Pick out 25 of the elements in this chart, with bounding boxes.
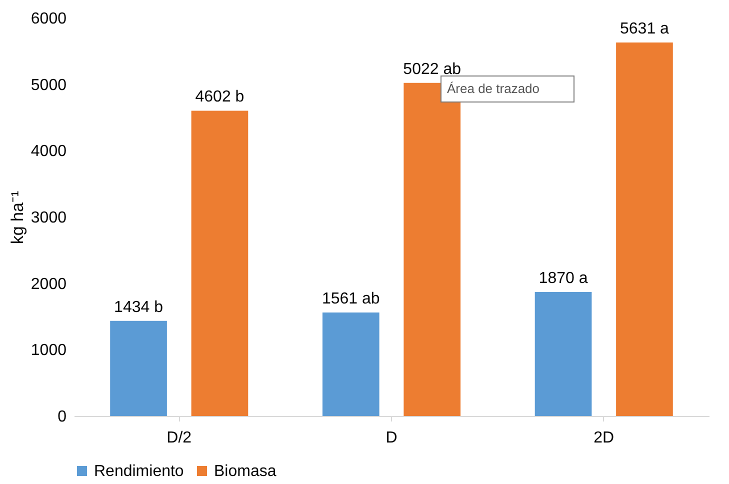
bar bbox=[322, 312, 380, 416]
legend-label: Rendimiento bbox=[94, 463, 184, 480]
data-label: 4602 b bbox=[195, 88, 244, 106]
x-tick-label: D/2 bbox=[166, 430, 192, 446]
bar bbox=[616, 42, 673, 416]
data-label: 1870 a bbox=[538, 270, 588, 287]
bar bbox=[191, 110, 248, 416]
y-tick-label: 6000 bbox=[30, 10, 67, 28]
data-label: 5631 a bbox=[620, 20, 670, 38]
y-tick-label: 5000 bbox=[30, 76, 67, 94]
y-tick-label: 2000 bbox=[30, 276, 67, 293]
bar bbox=[534, 292, 592, 416]
x-tick-label: 2D bbox=[594, 430, 614, 446]
y-tick-label: 3000 bbox=[30, 210, 67, 226]
data-label: 1434 b bbox=[114, 298, 164, 316]
y-tick-label: 0 bbox=[58, 408, 67, 426]
y-tick-label: 1000 bbox=[30, 342, 67, 360]
bar bbox=[110, 320, 167, 416]
annotation: Área de trazado bbox=[447, 81, 540, 96]
legend-label: Biomasa bbox=[214, 463, 276, 480]
data-label: 1561 ab bbox=[322, 290, 380, 308]
x-tick-label: D bbox=[386, 430, 398, 446]
y-axis-title: kg ha⁻¹ bbox=[8, 190, 27, 244]
data-label: 5022 ab bbox=[403, 60, 462, 78]
y-tick-label: 4000 bbox=[30, 143, 67, 160]
